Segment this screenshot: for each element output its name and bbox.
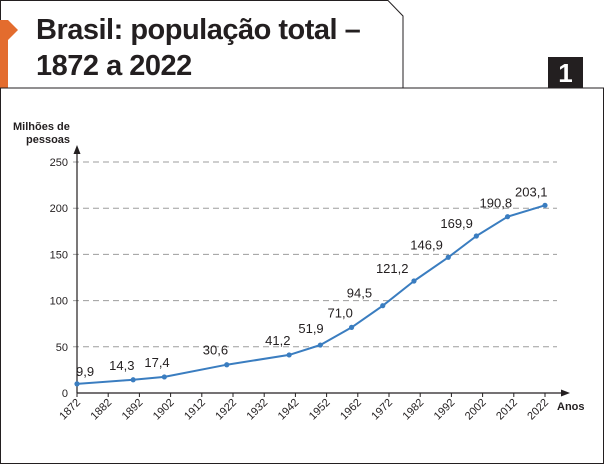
data-point-1970 [380,303,386,309]
figure-number: 1 [558,58,572,88]
data-point-2022 [542,202,548,208]
figure-number-badge [548,57,583,88]
data-label-2000: 169,9 [440,216,473,231]
y-tick-label-50: 50 [56,342,68,354]
x-tick-label-1982: 1982 [401,397,427,423]
x-tick-label-1952: 1952 [307,397,333,423]
x-axis-title: Anos [557,401,585,413]
x-tick-label-1962: 1962 [338,397,364,423]
x-tick-label-1902: 1902 [151,397,177,423]
x-tick-label-1882: 1882 [89,397,115,423]
x-tick-label-1912: 1912 [182,397,208,423]
data-label-1970: 94,5 [347,286,372,301]
data-point-1950 [317,342,323,348]
data-point-1960 [348,324,355,330]
data-label-1872: 9,9 [76,364,94,379]
y-tick-label-200: 200 [50,203,68,215]
data-label-1960: 71,0 [328,305,353,320]
y-axis-arrow-icon [73,145,81,154]
x-tick-label-1922: 1922 [213,397,239,423]
data-label-1980: 121,2 [376,261,409,276]
y-axis-title-line2: pessoas [26,134,70,146]
gridlines [73,161,557,348]
data-label-1950: 51,9 [298,321,323,336]
data-label-2010: 190,8 [480,196,513,211]
data-point-2010 [504,214,511,220]
x-tick-label-1942: 1942 [276,397,302,423]
y-tick-label-150: 150 [50,249,68,261]
x-tick-label-1892: 1892 [120,397,146,423]
axes [73,145,570,397]
x-tick-label-2012: 2012 [494,397,520,423]
data-labels: 9,9 14,3 17,4 30,6 41,2 51,9 71,0 94,5 121,2146,… [76,184,548,379]
x-tick-label-2022: 2022 [525,397,551,423]
x-tick-label-1932: 1932 [245,397,271,423]
data-label-1991: 146,9 [410,237,443,252]
data-point-1991 [445,254,451,260]
x-tick-label-1992: 1992 [432,397,458,423]
x-tick-label-1972: 1972 [369,397,395,423]
accent-arrow [0,20,18,40]
data-point-1900 [161,374,167,380]
y-tick-label-250: 250 [50,157,68,169]
chart-title-line2: 1872 a 2022 [36,50,192,82]
x-axis-arrow-icon [561,389,570,397]
x-tick-label-2002: 2002 [463,397,489,423]
data-label-1940: 41,2 [265,333,290,348]
data-point-2000 [473,233,479,239]
data-label-1920: 30,6 [203,343,228,358]
data-point-1940 [286,352,292,358]
series-population [74,202,548,387]
chart-title-line1: Brasil: população total – [36,14,361,46]
y-axis-title-line1: Milhões de [13,121,70,133]
data-point-1980 [411,278,417,284]
y-tick-label-0: 0 [62,388,68,400]
y-tick-label-100: 100 [50,296,68,308]
data-label-2022: 203,1 [515,184,548,199]
data-point-1890 [130,377,136,383]
data-point-1920 [224,362,230,368]
data-label-1900: 17,4 [144,355,169,370]
accent-bar [0,40,8,88]
x-tick-label-1872: 1872 [57,397,83,423]
data-point-1872 [74,381,80,387]
data-label-1890: 14,3 [109,358,134,373]
